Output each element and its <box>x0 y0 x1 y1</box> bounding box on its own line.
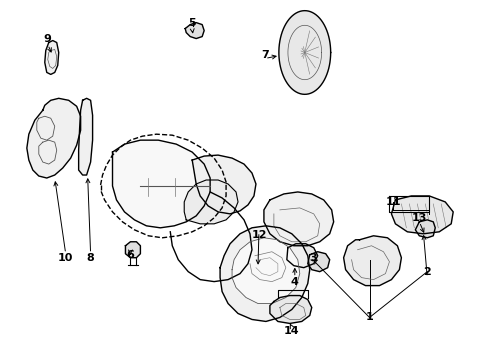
Polygon shape <box>27 98 81 178</box>
Text: 13: 13 <box>412 213 427 223</box>
Polygon shape <box>279 11 331 94</box>
Polygon shape <box>78 98 93 175</box>
Polygon shape <box>185 23 204 39</box>
Polygon shape <box>308 252 330 272</box>
Polygon shape <box>113 140 210 228</box>
Polygon shape <box>45 41 59 75</box>
Polygon shape <box>125 242 141 258</box>
Text: 10: 10 <box>58 253 74 263</box>
Text: 5: 5 <box>188 18 196 28</box>
Text: 14: 14 <box>284 327 299 336</box>
Polygon shape <box>264 192 334 246</box>
Polygon shape <box>184 180 238 224</box>
Polygon shape <box>270 296 312 323</box>
Polygon shape <box>220 226 310 321</box>
Text: 4: 4 <box>291 276 299 287</box>
Text: 9: 9 <box>44 33 52 44</box>
Text: 3: 3 <box>309 253 317 263</box>
Polygon shape <box>192 155 256 214</box>
Text: 1: 1 <box>366 312 373 323</box>
Text: 12: 12 <box>251 230 267 240</box>
Text: 11: 11 <box>386 197 401 207</box>
Polygon shape <box>232 238 300 303</box>
Text: 7: 7 <box>261 50 269 60</box>
Text: 6: 6 <box>126 250 134 260</box>
Text: 2: 2 <box>423 267 431 276</box>
Text: 8: 8 <box>87 253 95 263</box>
Polygon shape <box>287 244 318 268</box>
Polygon shape <box>416 220 435 238</box>
Polygon shape <box>343 236 401 285</box>
Polygon shape <box>392 196 453 234</box>
